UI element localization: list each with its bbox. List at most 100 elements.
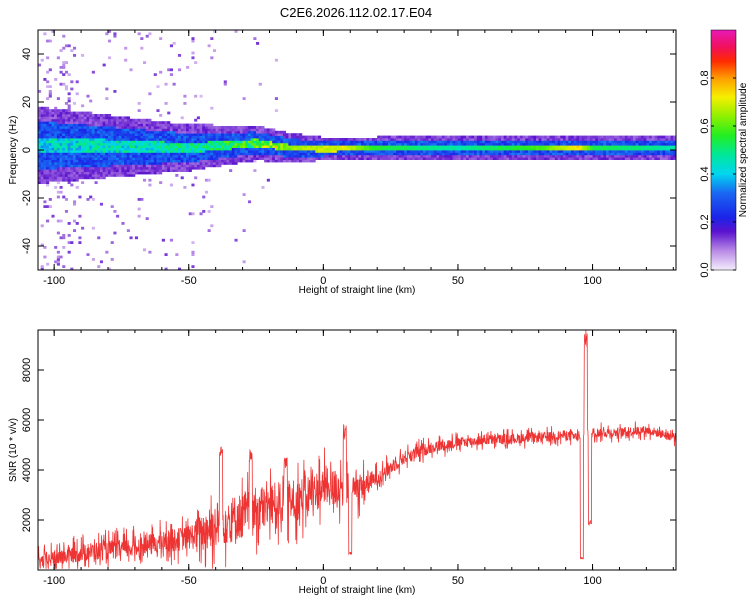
heatmap-cell	[40, 265, 44, 268]
heatmap-cell	[474, 140, 478, 144]
heatmap-cell	[614, 140, 618, 144]
heatmap-cell	[188, 166, 192, 170]
heatmap-cell	[627, 140, 631, 144]
heatmap-cell	[116, 157, 120, 160]
heatmap-cell	[186, 164, 190, 168]
heatmap-cell	[124, 140, 128, 144]
heatmap-cell	[110, 121, 114, 124]
heatmap-cell	[56, 178, 60, 182]
heatmap-cell	[51, 164, 55, 168]
heatmap-cell	[557, 142, 561, 146]
heatmap-cell	[479, 140, 483, 144]
heatmap-cell	[142, 171, 147, 175]
heatmap-cell	[199, 145, 203, 148]
x-tick-label: -50	[181, 275, 197, 287]
heatmap-cell	[110, 164, 114, 168]
heatmap-cell	[105, 116, 109, 120]
heatmap-cell	[587, 154, 591, 158]
heatmap-cell	[159, 181, 163, 184]
heatmap-cell	[204, 128, 208, 132]
heatmap-cell	[428, 140, 432, 144]
heatmap-cell	[161, 164, 165, 168]
heatmap-cell	[269, 128, 273, 132]
heatmap-cell	[86, 116, 90, 120]
heatmap-cell	[54, 123, 58, 127]
heatmap-cell	[401, 154, 405, 158]
heatmap-cell	[299, 157, 303, 160]
heatmap-cell	[46, 116, 50, 120]
heatmap-cell	[121, 116, 125, 120]
heatmap-cell	[242, 150, 246, 153]
heatmap-cell	[78, 176, 82, 180]
heatmap-cell	[307, 135, 311, 139]
heatmap-cell	[99, 157, 104, 160]
heatmap-cell	[452, 154, 456, 158]
heatmap-cell	[40, 154, 44, 158]
heatmap-cell	[245, 135, 249, 139]
heatmap-cell	[234, 147, 238, 151]
heatmap-cell	[56, 145, 60, 148]
heatmap-cell	[40, 164, 44, 168]
y-tick-label: 2000	[21, 508, 33, 532]
heatmap-cell	[266, 152, 270, 156]
heatmap-cell	[97, 150, 101, 153]
heatmap-cell	[172, 135, 176, 139]
heatmap-cell	[64, 102, 69, 105]
heatmap-cell	[159, 140, 163, 144]
heatmap-cell	[107, 159, 112, 163]
heatmap-cell	[110, 152, 114, 156]
heatmap-cell	[412, 152, 416, 156]
heatmap-cell	[78, 174, 82, 177]
heatmap-cell	[113, 128, 117, 132]
heatmap-cell	[75, 169, 79, 172]
heatmap-cell	[59, 159, 63, 163]
colorbar-tick-label: 0.8	[699, 70, 711, 85]
heatmap-cell	[59, 236, 63, 240]
heatmap-cell	[89, 135, 93, 139]
heatmap-cell	[94, 140, 98, 144]
heatmap-cell	[522, 152, 526, 156]
heatmap-cell	[86, 145, 90, 148]
heatmap-cell	[167, 128, 171, 132]
heatmap-cell	[59, 186, 63, 189]
heatmap-cell	[579, 147, 583, 151]
heatmap-cell	[210, 130, 214, 134]
heatmap-cell	[253, 138, 257, 141]
heatmap-cell	[229, 154, 233, 158]
heatmap-cell	[89, 164, 93, 168]
heatmap-cell	[46, 169, 50, 172]
heatmap-cell	[366, 145, 370, 148]
heatmap-cell	[323, 140, 327, 144]
heatmap-cell	[159, 114, 163, 117]
heatmap-cell	[43, 106, 47, 110]
heatmap-cell	[156, 123, 160, 127]
heatmap-cell	[247, 135, 252, 139]
heatmap-cell	[180, 162, 184, 165]
heatmap-cell	[91, 174, 95, 177]
heatmap-cell	[595, 157, 599, 160]
heatmap-cell	[334, 142, 338, 146]
heatmap-cell	[172, 157, 176, 160]
heatmap-cell	[309, 147, 313, 151]
heatmap-cell	[48, 111, 52, 115]
heatmap-cell	[70, 169, 74, 172]
heatmap-cell	[482, 157, 486, 160]
heatmap-cell	[64, 111, 69, 115]
heatmap-cell	[110, 142, 114, 146]
heatmap-cell	[91, 121, 95, 124]
heatmap-cell	[266, 178, 270, 182]
heatmap-cell	[247, 150, 252, 153]
heatmap-cell	[603, 152, 607, 156]
heatmap-cell	[352, 138, 357, 141]
heatmap-cell	[64, 210, 69, 213]
heatmap-cell	[145, 130, 149, 134]
heatmap-cell	[86, 152, 90, 156]
heatmap-cell	[64, 85, 69, 88]
heatmap-cell	[196, 159, 200, 163]
heatmap-cell	[73, 130, 77, 134]
heatmap-cell	[83, 162, 87, 165]
heatmap-cell	[97, 116, 101, 120]
heatmap-cell	[54, 171, 58, 175]
heatmap-cell	[151, 128, 155, 132]
heatmap-cell	[129, 138, 133, 141]
